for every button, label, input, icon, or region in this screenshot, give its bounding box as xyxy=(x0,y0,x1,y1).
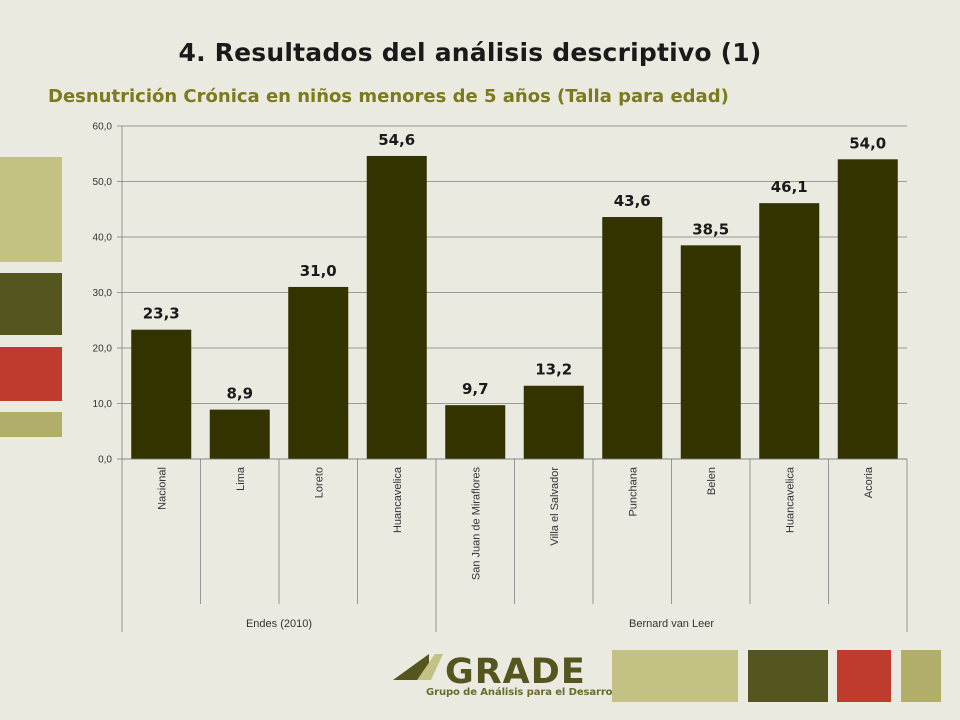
side-block-red xyxy=(0,347,62,401)
side-block-light xyxy=(0,157,62,262)
data-label: 8,9 xyxy=(226,385,253,403)
bar xyxy=(680,245,741,459)
data-label: 43,6 xyxy=(614,192,651,210)
y-tick-label: 20,0 xyxy=(93,344,113,355)
bar xyxy=(445,405,506,459)
y-tick-label: 40,0 xyxy=(93,233,113,244)
side-block-olive xyxy=(0,412,62,437)
category-label: Punchana xyxy=(627,466,639,516)
y-tick-label: 0,0 xyxy=(98,455,112,466)
corner-block-red xyxy=(837,650,891,702)
data-label: 54,6 xyxy=(378,131,415,149)
logo-tagline: Grupo de Análisis para el Desarrollo xyxy=(426,687,626,698)
bar xyxy=(288,286,349,459)
category-label: Acoria xyxy=(863,466,875,498)
category-label: Loreto xyxy=(313,467,325,498)
data-label: 38,5 xyxy=(692,220,729,238)
data-label: 13,2 xyxy=(535,361,572,379)
category-label: San Juan de Miraflores xyxy=(470,467,482,581)
category-label: Lima xyxy=(235,466,247,491)
logo-wordmark: GRADE xyxy=(445,652,586,690)
logo-mark-icon xyxy=(393,654,443,680)
bar xyxy=(366,155,427,459)
data-label: 31,0 xyxy=(300,262,337,280)
y-tick-label: 10,0 xyxy=(93,399,113,410)
y-tick-label: 50,0 xyxy=(93,177,113,188)
category-label: Villa el Salvador xyxy=(549,467,561,546)
data-label: 9,7 xyxy=(462,380,489,398)
corner-block-light xyxy=(612,650,738,702)
bar xyxy=(131,329,192,459)
y-tick-label: 60,0 xyxy=(93,122,113,133)
side-block-dark xyxy=(0,273,62,335)
grade-logo: GRADE xyxy=(393,652,586,690)
chart-subtitle: Desnutrición Crónica en niños menores de… xyxy=(48,86,729,107)
data-label: 54,0 xyxy=(849,134,886,152)
data-label: 23,3 xyxy=(143,305,180,323)
bar xyxy=(602,217,663,459)
bar xyxy=(523,385,584,459)
category-label: Huancavelica xyxy=(392,466,404,533)
corner-block-olive xyxy=(901,650,941,702)
bar xyxy=(837,159,898,460)
group-label: Bernard van Leer xyxy=(629,618,714,630)
bar xyxy=(759,203,820,459)
category-label: Nacional xyxy=(156,467,168,510)
corner-block-dark xyxy=(748,650,828,702)
data-label: 46,1 xyxy=(771,178,808,196)
bar xyxy=(209,409,270,459)
category-label: Belen xyxy=(706,467,718,495)
y-tick-label: 30,0 xyxy=(93,288,113,299)
group-label: Endes (2010) xyxy=(246,618,312,630)
category-label: Huancavelica xyxy=(784,466,796,533)
slide-title: 4. Resultados del análisis descriptivo (… xyxy=(178,38,762,67)
